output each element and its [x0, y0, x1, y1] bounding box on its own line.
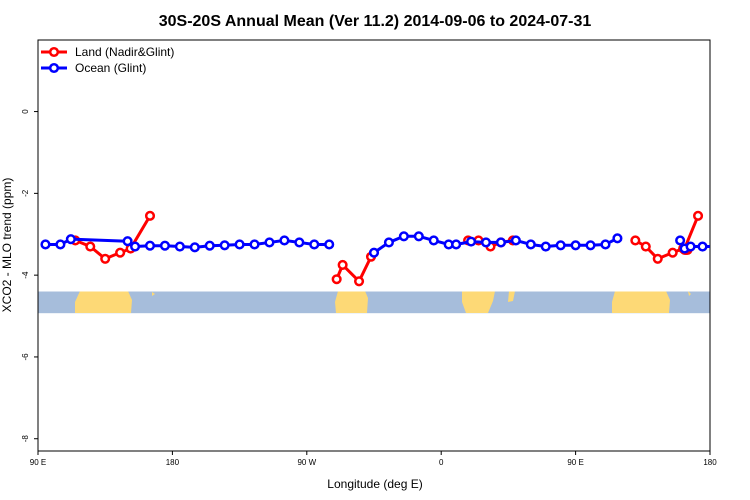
x-tick-label: 180 — [703, 458, 717, 467]
series-line-land — [335, 256, 373, 283]
data-point-land — [115, 247, 126, 258]
data-point-ocean — [612, 233, 623, 244]
data-point-ocean — [234, 239, 245, 250]
data-point-ocean — [540, 241, 551, 252]
data-point-ocean — [65, 234, 76, 245]
legend-item-land: Land (Nadir&Glint) — [41, 45, 174, 59]
data-point-ocean — [585, 240, 596, 251]
series-line-land — [74, 215, 152, 261]
data-point-ocean — [219, 240, 230, 251]
data-point-ocean — [675, 235, 686, 246]
y-tick-label: -8 — [21, 435, 30, 443]
y-axis-ticks: 0 -2 -4 -6 -8 — [21, 109, 38, 443]
data-point-land — [667, 247, 678, 258]
map-ocean-band — [38, 291, 710, 314]
legend-marker-land — [48, 46, 60, 58]
map-land-islands — [152, 292, 155, 296]
map-land-southern-africa — [462, 291, 495, 313]
data-point-ocean — [555, 240, 566, 251]
map-land-australia-right — [612, 291, 670, 313]
map-land-south-america — [335, 291, 368, 313]
legend: Land (Nadir&Glint) Ocean (Glint) — [41, 45, 174, 75]
data-point-ocean — [714, 243, 722, 251]
data-point-ocean — [130, 241, 141, 252]
data-point-land — [354, 276, 365, 287]
data-point-ocean — [249, 239, 260, 250]
data-point-land — [337, 259, 348, 270]
data-point-ocean — [368, 247, 380, 258]
data-point-ocean — [309, 239, 320, 250]
data-point-ocean — [279, 235, 290, 246]
data-point-ocean — [383, 237, 394, 248]
y-tick-label: 0 — [21, 109, 30, 114]
data-point-land — [652, 253, 663, 264]
data-point-ocean — [204, 240, 215, 251]
data-point-ocean — [122, 236, 133, 247]
x-tick-label: 90 E — [567, 458, 583, 467]
data-point-ocean — [144, 240, 156, 251]
data-point-ocean — [525, 239, 536, 250]
data-point-ocean — [600, 239, 611, 250]
data-point-land — [693, 210, 704, 221]
y-axis-label: XCO2 - MLO trend (ppm) — [0, 178, 14, 313]
x-tick-label: 180 — [166, 458, 180, 467]
y-tick-label: -2 — [21, 189, 30, 197]
map-land-new-caledonia — [688, 291, 691, 296]
data-point-ocean — [570, 240, 581, 251]
legend-label-land: Land (Nadir&Glint) — [75, 45, 174, 59]
data-point-ocean — [451, 239, 462, 250]
data-point-ocean — [324, 239, 335, 250]
data-point-ocean — [55, 239, 66, 250]
data-point-ocean — [294, 237, 305, 248]
data-point-ocean — [413, 231, 424, 242]
chart-title: 30S-20S Annual Mean (Ver 11.2) 2014-09-0… — [159, 13, 592, 30]
data-point-ocean — [480, 237, 492, 248]
series-ocean — [40, 231, 722, 258]
data-point-ocean — [189, 242, 200, 253]
data-point-land — [331, 274, 342, 285]
x-tick-label: 90 W — [297, 458, 316, 467]
data-point-land — [85, 241, 96, 252]
data-point-ocean — [159, 240, 170, 251]
data-point-ocean — [466, 236, 477, 247]
y-tick-label: -4 — [21, 271, 30, 279]
y-tick-label: -6 — [21, 353, 30, 361]
land-ocean-map-strip — [38, 291, 710, 314]
x-axis-ticks: 90 E 180 90 W 0 90 E 180 — [30, 451, 717, 467]
legend-label-ocean: Ocean (Glint) — [75, 61, 146, 75]
data-point-land — [630, 235, 641, 246]
data-point-ocean — [264, 237, 275, 248]
series-layer — [40, 210, 722, 287]
data-point-ocean — [685, 241, 696, 252]
data-point-land — [640, 241, 651, 252]
legend-marker-ocean — [48, 62, 60, 74]
data-point-ocean — [510, 235, 521, 246]
legend-item-ocean: Ocean (Glint) — [41, 61, 146, 75]
x-tick-label: 0 — [439, 458, 444, 467]
data-point-ocean — [40, 239, 51, 250]
x-axis-label: Longitude (deg E) — [327, 477, 422, 491]
data-point-ocean — [428, 235, 439, 246]
data-point-ocean — [174, 241, 185, 252]
data-point-land — [100, 253, 111, 264]
map-land-australia — [75, 291, 132, 313]
data-point-ocean — [697, 241, 708, 252]
map-land-madagascar — [508, 291, 515, 302]
data-point-ocean — [398, 231, 409, 242]
data-point-land — [144, 210, 156, 221]
data-point-ocean — [495, 237, 506, 248]
x-tick-label: 90 E — [30, 458, 46, 467]
series-line-ocean — [45, 237, 128, 246]
